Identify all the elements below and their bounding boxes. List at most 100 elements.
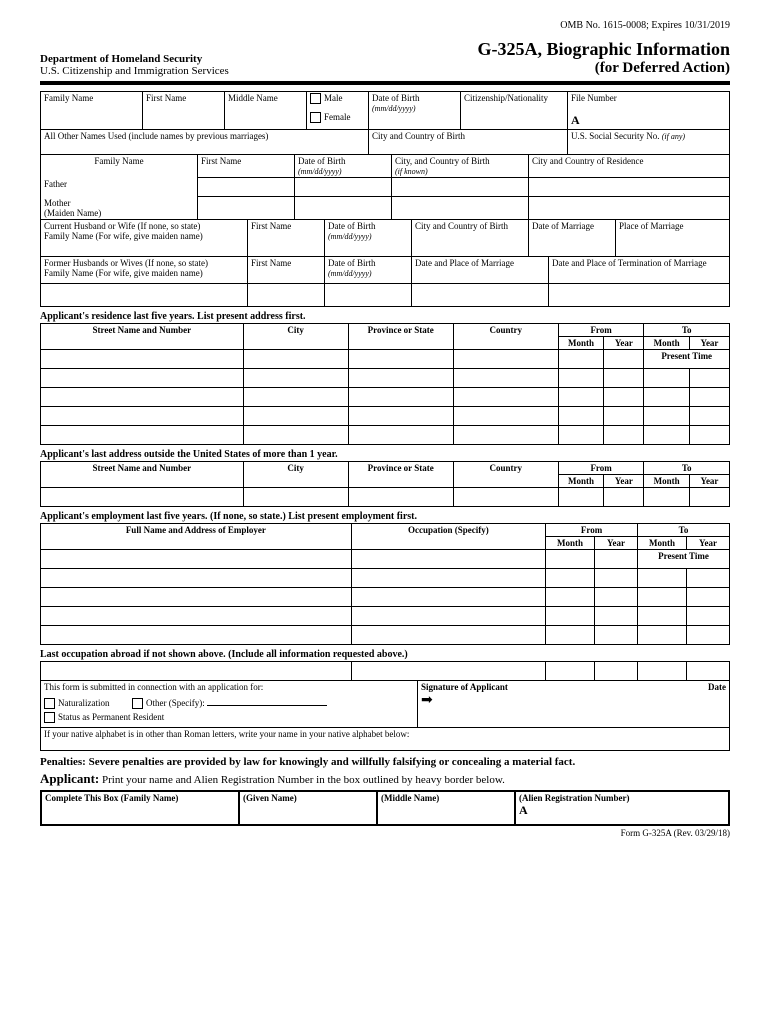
heavy-alien[interactable]: (Alien Registration Number)A <box>515 791 729 825</box>
res-r1-c6[interactable] <box>604 349 644 368</box>
res-r2-c2[interactable] <box>243 368 348 387</box>
heavy-given[interactable]: (Given Name) <box>239 791 377 825</box>
father-residence[interactable] <box>529 178 730 197</box>
ssn-cell[interactable]: U.S. Social Security No. (if any) <box>568 130 730 155</box>
emp-r3-c4[interactable] <box>594 587 637 606</box>
father-dob[interactable] <box>295 178 392 197</box>
resout-r1-c5[interactable] <box>558 487 604 506</box>
emp-r1-c3[interactable] <box>546 549 595 568</box>
female-cell[interactable]: Female <box>307 111 369 130</box>
res-r3-c1[interactable] <box>41 387 244 406</box>
former-row2-1[interactable] <box>41 283 248 306</box>
res-r2-c4[interactable] <box>453 368 558 387</box>
file-number-cell[interactable]: File NumberA <box>568 92 730 130</box>
emp-r3-c1[interactable] <box>41 587 352 606</box>
former-row2-3[interactable] <box>325 283 412 306</box>
res-r4-c7[interactable] <box>644 406 690 425</box>
res-r4-c5[interactable] <box>558 406 604 425</box>
resout-r1-c6[interactable] <box>604 487 644 506</box>
middle-name-cell[interactable]: Middle Name <box>225 92 307 130</box>
former-row2-2[interactable] <box>248 283 325 306</box>
emp-r2-c2[interactable] <box>351 568 545 587</box>
res-r5-c1[interactable] <box>41 425 244 444</box>
lastocc-c1[interactable] <box>41 661 352 680</box>
res-r4-c1[interactable] <box>41 406 244 425</box>
res-r1-c2[interactable] <box>243 349 348 368</box>
res-r4-c8[interactable] <box>689 406 729 425</box>
spouse-family-cell[interactable]: Current Husband or Wife (If none, so sta… <box>41 219 248 256</box>
former-dob-cell[interactable]: Date of Birth(mm/dd/yyyy) <box>325 256 412 283</box>
resout-r1-c1[interactable] <box>41 487 244 506</box>
res-r5-c2[interactable] <box>243 425 348 444</box>
res-r2-c1[interactable] <box>41 368 244 387</box>
naturalization-checkbox[interactable] <box>44 698 55 709</box>
emp-r3-c6[interactable] <box>686 587 729 606</box>
res-r2-c3[interactable] <box>348 368 453 387</box>
emp-r2-c6[interactable] <box>686 568 729 587</box>
res-r5-c8[interactable] <box>689 425 729 444</box>
res-r1-c5[interactable] <box>558 349 604 368</box>
emp-r3-c2[interactable] <box>351 587 545 606</box>
emp-r5-c1[interactable] <box>41 625 352 644</box>
former-row2-4[interactable] <box>412 283 549 306</box>
former-termination-cell[interactable]: Date and Place of Termination of Marriag… <box>549 256 730 283</box>
res-r4-c4[interactable] <box>453 406 558 425</box>
emp-r4-c6[interactable] <box>686 606 729 625</box>
emp-r5-c6[interactable] <box>686 625 729 644</box>
res-r1-c1[interactable] <box>41 349 244 368</box>
res-r4-c3[interactable] <box>348 406 453 425</box>
res-r1-c4[interactable] <box>453 349 558 368</box>
lastocc-c5[interactable] <box>638 661 687 680</box>
other-names-cell[interactable]: All Other Names Used (include names by p… <box>41 130 369 155</box>
res-r4-c6[interactable] <box>604 406 644 425</box>
other-specify-line[interactable] <box>207 695 327 706</box>
former-row2-5[interactable] <box>549 283 730 306</box>
female-checkbox[interactable] <box>310 112 321 123</box>
resout-r1-c4[interactable] <box>453 487 558 506</box>
emp-r5-c3[interactable] <box>546 625 595 644</box>
other-checkbox[interactable] <box>132 698 143 709</box>
spouse-datemarr-cell[interactable]: Date of Marriage <box>529 219 616 256</box>
emp-r4-c5[interactable] <box>638 606 687 625</box>
emp-r2-c1[interactable] <box>41 568 352 587</box>
emp-r4-c1[interactable] <box>41 606 352 625</box>
emp-r1-c4[interactable] <box>594 549 637 568</box>
male-cell[interactable]: Male <box>307 92 369 111</box>
father-first[interactable] <box>198 178 295 197</box>
spouse-dob-cell[interactable]: Date of Birth(mm/dd/yyyy) <box>325 219 412 256</box>
emp-r4-c3[interactable] <box>546 606 595 625</box>
emp-r2-c4[interactable] <box>594 568 637 587</box>
res-r5-c5[interactable] <box>558 425 604 444</box>
res-r5-c3[interactable] <box>348 425 453 444</box>
res-r3-c4[interactable] <box>453 387 558 406</box>
mother-dob[interactable] <box>295 197 392 220</box>
former-family-cell[interactable]: Former Husbands or Wives (If none, so st… <box>41 256 248 283</box>
spouse-birth-cell[interactable]: City and Country of Birth <box>412 219 529 256</box>
resout-r1-c8[interactable] <box>689 487 729 506</box>
res-r5-c4[interactable] <box>453 425 558 444</box>
res-r3-c3[interactable] <box>348 387 453 406</box>
res-r5-c7[interactable] <box>644 425 690 444</box>
emp-r3-c3[interactable] <box>546 587 595 606</box>
lastocc-c2[interactable] <box>351 661 545 680</box>
emp-r5-c5[interactable] <box>638 625 687 644</box>
birth-city-cell[interactable]: City and Country of Birth <box>369 130 568 155</box>
res-r5-c6[interactable] <box>604 425 644 444</box>
resout-r1-c2[interactable] <box>243 487 348 506</box>
res-r3-c7[interactable] <box>644 387 690 406</box>
mother-birth[interactable] <box>392 197 529 220</box>
lastocc-c6[interactable] <box>686 661 729 680</box>
emp-r4-c4[interactable] <box>594 606 637 625</box>
res-r1-c3[interactable] <box>348 349 453 368</box>
family-name-cell[interactable]: Family Name <box>41 92 143 130</box>
heavy-family[interactable]: Complete This Box (Family Name) <box>41 791 239 825</box>
res-r3-c8[interactable] <box>689 387 729 406</box>
resout-r1-c7[interactable] <box>644 487 690 506</box>
res-r4-c2[interactable] <box>243 406 348 425</box>
res-r3-c2[interactable] <box>243 387 348 406</box>
res-r2-c5[interactable] <box>558 368 604 387</box>
citizenship-cell[interactable]: Citizenship/Nationality <box>461 92 568 130</box>
emp-r1-c2[interactable] <box>351 549 545 568</box>
emp-r5-c4[interactable] <box>594 625 637 644</box>
spouse-placemarr-cell[interactable]: Place of Marriage <box>616 219 730 256</box>
